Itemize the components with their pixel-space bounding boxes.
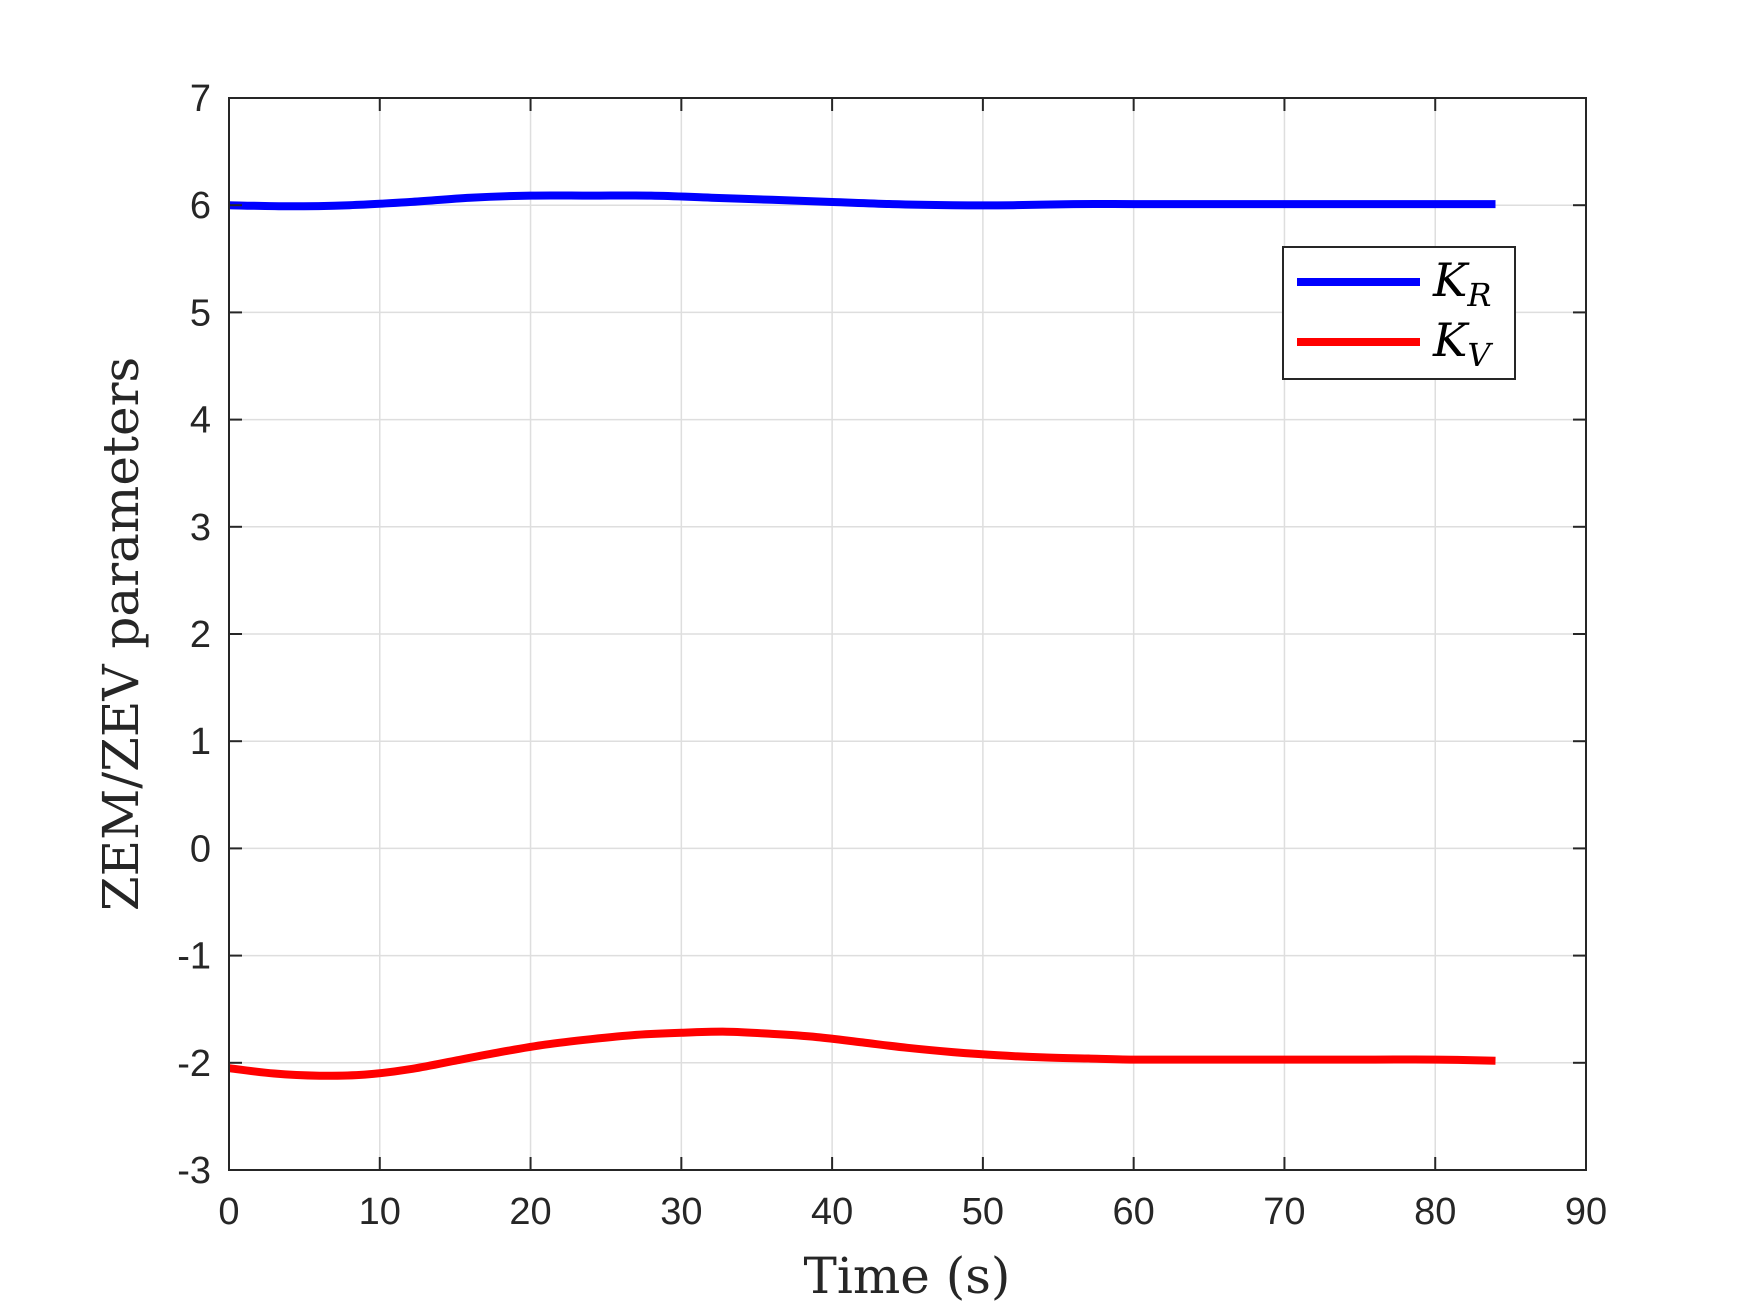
y-tick-label: -1	[177, 936, 211, 978]
legend-label-k-r-main: K	[1432, 253, 1470, 307]
legend-label-k-v-sub: V	[1467, 336, 1493, 374]
grid	[228, 97, 1587, 1171]
y-tick-label: -3	[177, 1150, 211, 1192]
legend-label-k-v-main: K	[1432, 313, 1470, 367]
x-tick-label: 90	[1565, 1191, 1607, 1233]
x-tick-label: 70	[1263, 1191, 1305, 1233]
x-tick-label: 20	[509, 1191, 551, 1233]
x-tick-label: 50	[962, 1191, 1004, 1233]
x-axis-title: Time (s)	[804, 1247, 1011, 1305]
y-tick-label: 3	[190, 507, 211, 549]
y-tick-label: 5	[190, 292, 211, 334]
axis-ticks	[228, 97, 1587, 1171]
y-tick-label: 6	[190, 185, 211, 227]
legend: KR KV	[1282, 246, 1516, 380]
x-tick-label: 30	[660, 1191, 702, 1233]
x-tick-label: 60	[1113, 1191, 1155, 1233]
legend-box	[1282, 246, 1516, 380]
y-tick-label: 1	[190, 721, 211, 763]
series-line-k-r	[228, 191, 1496, 211]
legend-label-k-r-sub: R	[1466, 276, 1491, 314]
y-axis-title: ZEM/ZEV parameters	[92, 357, 150, 911]
y-tick-label: 4	[190, 400, 211, 442]
legend-label-k-r: KR	[1432, 253, 1491, 314]
x-tick-label: 40	[811, 1191, 853, 1233]
y-tick-label: -2	[177, 1043, 211, 1085]
x-tick-label: 10	[359, 1191, 401, 1233]
x-tick-label: 80	[1414, 1191, 1456, 1233]
y-tick-label: 7	[190, 78, 211, 120]
series-group	[228, 191, 1496, 1080]
tick-labels: 0 10 20 30 40 50 60 70 80 90 -3 -2 -1 0 1 2 3 4 5 6 7	[177, 78, 1607, 1233]
series-line-k-v	[228, 1027, 1496, 1080]
x-tick-label: 0	[218, 1191, 239, 1233]
y-tick-label: 2	[190, 614, 211, 656]
legend-label-k-v: KV	[1432, 313, 1493, 374]
y-tick-label: 0	[190, 828, 211, 870]
